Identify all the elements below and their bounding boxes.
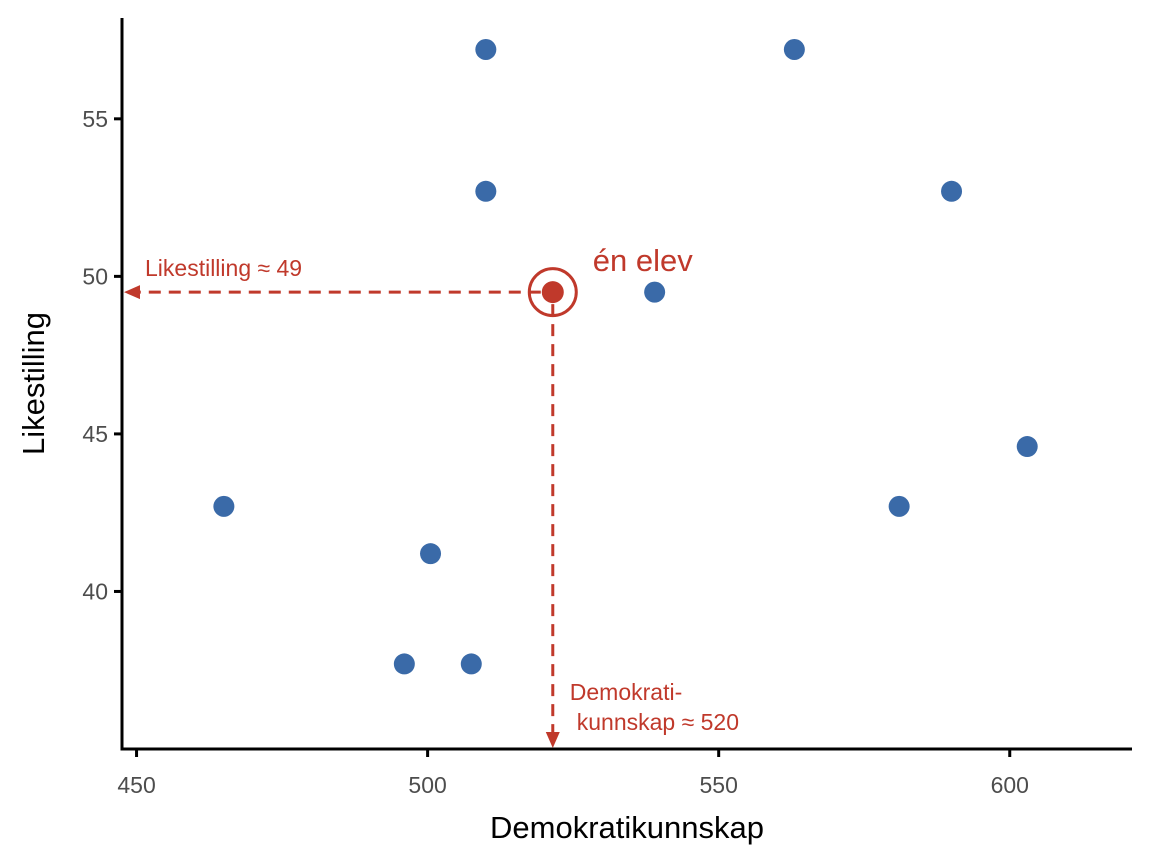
highlight-point <box>541 281 564 304</box>
data-point <box>213 495 235 517</box>
data-point <box>460 653 482 675</box>
left-arrowhead <box>124 285 140 300</box>
x-axis-title: Demokratikunnskap <box>490 810 764 845</box>
x-value-annotation-line1: Demokrati- <box>570 679 682 705</box>
highlight-ring <box>527 267 578 318</box>
data-point <box>783 39 805 61</box>
data-point <box>1016 436 1038 458</box>
x-tick-label: 450 <box>117 772 155 798</box>
highlight-point-group <box>527 267 578 318</box>
axes: 450 500 550 600 40 45 50 55 <box>82 18 1132 798</box>
y-tick-label: 40 <box>82 578 108 604</box>
data-point <box>941 180 963 202</box>
y-tick-label: 45 <box>82 421 108 447</box>
x-tick-label: 600 <box>991 772 1029 798</box>
x-tick-label: 500 <box>408 772 446 798</box>
y-tick-label: 50 <box>82 263 108 289</box>
data-point <box>420 543 442 565</box>
data-point <box>475 180 497 202</box>
down-arrowhead <box>545 732 560 748</box>
y-value-annotation: Likestilling ≈ 49 <box>145 255 302 281</box>
x-tick-label: 550 <box>699 772 737 798</box>
data-points <box>213 39 1038 675</box>
data-point <box>888 495 910 517</box>
data-point <box>475 39 497 61</box>
data-point <box>644 281 666 303</box>
highlight-label: én elev <box>593 243 693 278</box>
y-tick-label: 55 <box>82 106 108 132</box>
x-ticks: 450 500 550 600 <box>117 749 1029 798</box>
y-ticks: 40 45 50 55 <box>82 106 122 604</box>
data-point <box>393 653 415 675</box>
y-axis-title: Likestilling <box>16 312 51 455</box>
highlight-guides <box>124 285 560 748</box>
x-value-annotation-line2: kunnskap ≈ 520 <box>577 709 739 735</box>
